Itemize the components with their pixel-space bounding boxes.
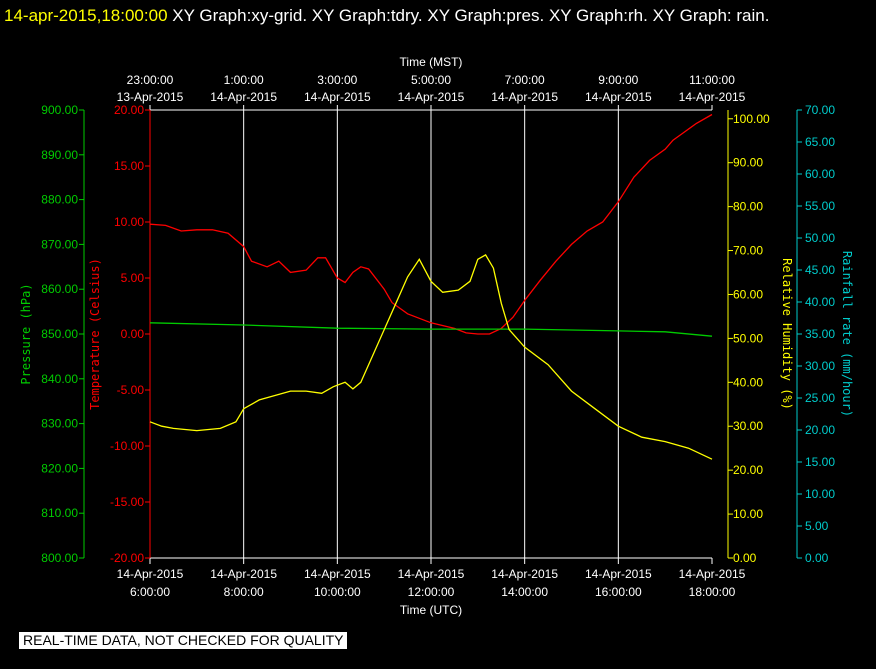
top-tick-time: 5:00:00	[411, 73, 451, 87]
humidity-tick-label: 80.00	[733, 200, 763, 214]
bottom-tick-date: 14-Apr-2015	[679, 567, 746, 581]
pressure-tick-label: 800.00	[41, 551, 78, 565]
pressure-tick-label: 890.00	[41, 148, 78, 162]
top-tick-time: 23:00:00	[127, 73, 174, 87]
bottom-tick-time: 10:00:00	[314, 585, 361, 599]
rain-tick-label: 15.00	[805, 455, 835, 469]
top-tick-date: 14-Apr-2015	[210, 90, 277, 104]
bottom-tick-time: 12:00:00	[408, 585, 455, 599]
bottom-tick-time: 16:00:00	[595, 585, 642, 599]
pressure-tick-label: 840.00	[41, 372, 78, 386]
rain-tick-label: 5.00	[805, 519, 829, 533]
temperature-tick-label: 10.00	[114, 215, 144, 229]
bottom-tick-date: 14-Apr-2015	[491, 567, 558, 581]
humidity-tick-label: 60.00	[733, 287, 763, 301]
humidity-tick-label: 10.00	[733, 507, 763, 521]
temperature-tick-label: -5.00	[117, 383, 145, 397]
top-tick-time: 1:00:00	[224, 73, 264, 87]
top-axis-title: Time (MST)	[400, 55, 463, 69]
pressure-axis-title: Pressure (hPa)	[19, 283, 33, 384]
pressure-tick-label: 900.00	[41, 103, 78, 117]
rain-tick-label: 25.00	[805, 391, 835, 405]
humidity-axis-title: Relative Humidity (%)	[780, 258, 794, 410]
top-tick-date: 14-Apr-2015	[679, 90, 746, 104]
rain-tick-label: 70.00	[805, 103, 835, 117]
rain-tick-label: 30.00	[805, 359, 835, 373]
humidity-tick-label: 100.00	[733, 112, 770, 126]
quality-banner: REAL-TIME DATA, NOT CHECKED FOR QUALITY	[19, 632, 348, 649]
bottom-tick-date: 14-Apr-2015	[210, 567, 277, 581]
bottom-tick-time: 8:00:00	[224, 585, 264, 599]
top-tick-time: 7:00:00	[505, 73, 545, 87]
timestamp: 14-apr-2015,18:00:00	[4, 6, 168, 25]
rain-tick-label: 50.00	[805, 231, 835, 245]
temperature-line	[149, 113, 713, 335]
temperature-tick-label: 15.00	[114, 159, 144, 173]
humidity-tick-label: 40.00	[733, 375, 763, 389]
humidity-tick-label: 50.00	[733, 331, 763, 345]
pressure-line	[149, 322, 713, 337]
humidity-line	[149, 254, 713, 460]
bottom-tick-date: 14-Apr-2015	[304, 567, 371, 581]
temperature-tick-label: -15.00	[110, 495, 144, 509]
bottom-tick-date: 14-Apr-2015	[585, 567, 652, 581]
rain-tick-label: 55.00	[805, 199, 835, 213]
top-tick-time: 11:00:00	[689, 73, 735, 87]
top-tick-time: 3:00:00	[317, 73, 357, 87]
bottom-tick-time: 18:00:00	[689, 585, 736, 599]
bottom-tick-date: 14-Apr-2015	[117, 567, 184, 581]
rain-tick-label: 60.00	[805, 167, 835, 181]
temperature-tick-label: 20.00	[114, 103, 144, 117]
bottom-axis-title: Time (UTC)	[400, 603, 462, 617]
top-tick-date: 14-Apr-2015	[304, 90, 371, 104]
top-tick-date: 14-Apr-2015	[585, 90, 652, 104]
pressure-tick-label: 860.00	[41, 282, 78, 296]
rain-tick-label: 10.00	[805, 487, 835, 501]
rain-tick-label: 20.00	[805, 423, 835, 437]
pressure-tick-label: 870.00	[41, 237, 78, 251]
humidity-tick-label: 0.00	[733, 551, 757, 565]
humidity-tick-label: 90.00	[733, 156, 763, 170]
pressure-tick-label: 830.00	[41, 417, 78, 431]
top-tick-date: 13-Apr-2015	[117, 90, 184, 104]
rain-axis-title: Rainfall rate (mm/hour)	[840, 251, 854, 417]
rain-tick-label: 45.00	[805, 263, 835, 277]
rain-tick-label: 40.00	[805, 295, 835, 309]
graph-list: XY Graph:xy-grid. XY Graph:tdry. XY Grap…	[167, 6, 770, 25]
temperature-tick-label: -10.00	[110, 439, 144, 453]
pressure-tick-label: 810.00	[41, 506, 78, 520]
rain-tick-label: 35.00	[805, 327, 835, 341]
humidity-tick-label: 20.00	[733, 463, 763, 477]
pressure-tick-label: 880.00	[41, 193, 78, 207]
top-tick-date: 14-Apr-2015	[491, 90, 558, 104]
bottom-tick-time: 14:00:00	[501, 585, 548, 599]
temperature-tick-label: 5.00	[121, 271, 145, 285]
humidity-tick-label: 30.00	[733, 419, 763, 433]
temperature-tick-label: -20.00	[110, 551, 144, 565]
temperature-tick-label: 0.00	[121, 327, 145, 341]
graph-title: 14-apr-2015,18:00:00 XY Graph:xy-grid. X…	[4, 2, 864, 29]
top-tick-date: 14-Apr-2015	[398, 90, 465, 104]
pressure-tick-label: 850.00	[41, 327, 78, 341]
humidity-tick-label: 70.00	[733, 244, 763, 258]
pressure-tick-label: 820.00	[41, 461, 78, 475]
bottom-tick-date: 14-Apr-2015	[398, 567, 465, 581]
bottom-tick-time: 6:00:00	[130, 585, 170, 599]
rain-tick-label: 0.00	[805, 551, 829, 565]
temperature-axis-title: Temperature (Celsius)	[88, 258, 102, 410]
top-tick-time: 9:00:00	[598, 73, 638, 87]
rain-tick-label: 65.00	[805, 135, 835, 149]
